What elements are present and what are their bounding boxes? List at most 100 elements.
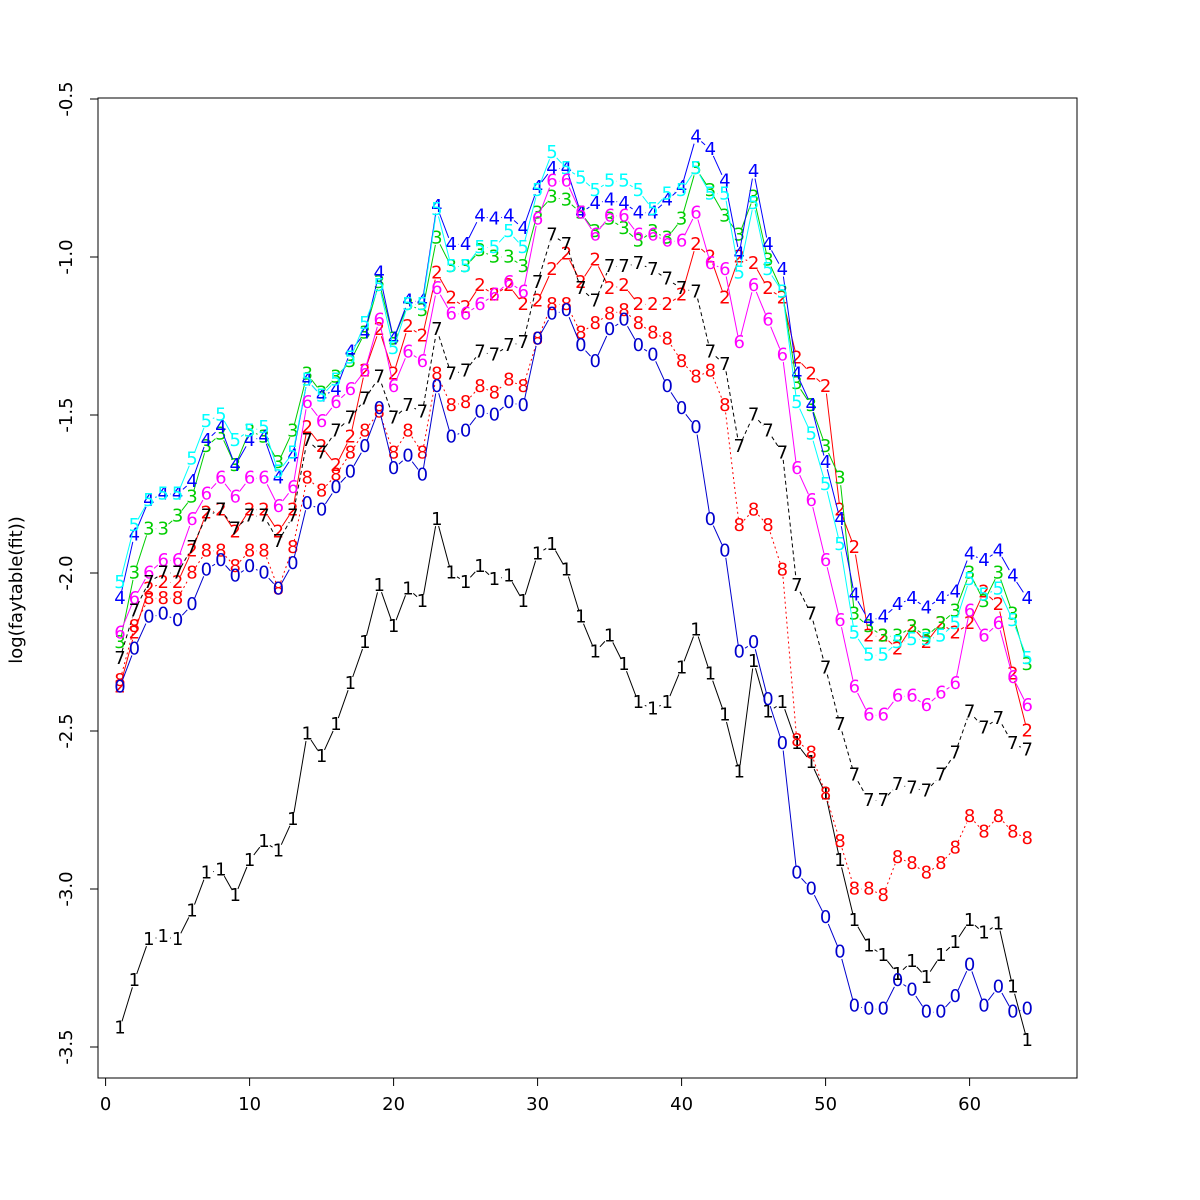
data-point: 2 (892, 638, 903, 659)
data-point: 5 (373, 275, 384, 296)
data-point: 6 (618, 205, 629, 226)
data-point: 2 (388, 363, 399, 384)
data-point: 7 (949, 743, 960, 764)
data-point: 2 (820, 376, 831, 397)
data-point: 0 (849, 995, 860, 1016)
data-point: 6 (489, 284, 500, 305)
data-point: 5 (805, 424, 816, 445)
data-point: 0 (604, 319, 615, 340)
data-point: 1 (157, 926, 168, 947)
data-point: 3 (906, 616, 917, 637)
data-point: 8 (805, 743, 816, 764)
x-tick-label: 60 (958, 1094, 981, 1115)
data-point: 1 (661, 692, 672, 713)
data-point: 7 (373, 367, 384, 388)
data-point: 2 (1007, 664, 1018, 685)
data-point: 6 (172, 550, 183, 571)
data-point: 0 (935, 1002, 946, 1023)
data-point: 8 (517, 376, 528, 397)
y-tick-label: -1.5 (56, 397, 77, 432)
data-point: 1 (359, 632, 370, 653)
data-point: 6 (431, 278, 442, 299)
data-point: 2 (877, 626, 888, 647)
data-point: 4 (417, 291, 428, 312)
data-point: 7 (172, 563, 183, 584)
data-point: 5 (157, 484, 168, 505)
data-point: 6 (719, 259, 730, 280)
data-point: 7 (215, 499, 226, 520)
data-point: 0 (215, 550, 226, 571)
series-line-2 (121, 248, 1026, 725)
data-point: 2 (921, 632, 932, 653)
data-point: 5 (445, 256, 456, 277)
data-point: 8 (359, 420, 370, 441)
data-point: 2 (273, 521, 284, 542)
data-point: 7 (820, 657, 831, 678)
data-point: 7 (503, 335, 514, 356)
data-point: 3 (820, 436, 831, 457)
data-point: 4 (892, 594, 903, 615)
data-point: 7 (445, 363, 456, 384)
data-point: 2 (719, 288, 730, 309)
data-point: 3 (287, 420, 298, 441)
data-point: 5 (633, 180, 644, 201)
data-point: 3 (719, 205, 730, 226)
data-point: 5 (978, 585, 989, 606)
data-point: 2 (201, 503, 212, 524)
data-point: 8 (258, 540, 269, 561)
data-point: 3 (186, 487, 197, 508)
data-point: 2 (172, 572, 183, 593)
x-tick-label: 0 (100, 1094, 111, 1115)
data-point: 1 (201, 863, 212, 884)
data-point: 8 (863, 879, 874, 900)
data-point: 0 (157, 604, 168, 625)
data-point: 2 (417, 326, 428, 347)
data-point: 6 (676, 231, 687, 252)
data-point: 5 (273, 461, 284, 482)
data-point: 8 (330, 465, 341, 486)
data-point: 7 (762, 420, 773, 441)
data-point: 8 (993, 806, 1004, 827)
data-point: 3 (892, 626, 903, 647)
data-point: 5 (964, 569, 975, 590)
data-point: 3 (877, 626, 888, 647)
data-point: 5 (229, 430, 240, 451)
data-point: 3 (604, 209, 615, 230)
data-point: 0 (330, 477, 341, 498)
data-point: 3 (1021, 654, 1032, 675)
data-point: 6 (877, 705, 888, 726)
data-point: 6 (273, 496, 284, 517)
data-point: 5 (143, 490, 154, 511)
data-point: 2 (431, 262, 442, 283)
data-point: 0 (964, 954, 975, 975)
data-point: 2 (287, 499, 298, 520)
data-point: 6 (114, 623, 125, 644)
data-point: 7 (129, 600, 140, 621)
data-point: 6 (474, 294, 485, 315)
data-point: 4 (157, 484, 168, 505)
data-point: 5 (575, 168, 586, 189)
data-point: 7 (114, 648, 125, 669)
data-point: 1 (805, 752, 816, 773)
data-point: 1 (892, 964, 903, 985)
data-point: 5 (532, 180, 543, 201)
data-point: 3 (834, 468, 845, 489)
data-point: 4 (964, 544, 975, 565)
data-point: 1 (114, 1018, 125, 1039)
data-point: 4 (345, 341, 356, 362)
data-point: 2 (546, 259, 557, 280)
data-point: 5 (417, 294, 428, 315)
data-point: 6 (229, 487, 240, 508)
data-point: 0 (244, 556, 255, 577)
data-point: 1 (690, 619, 701, 640)
data-point: 1 (604, 626, 615, 647)
data-point: 5 (301, 370, 312, 391)
data-point: 5 (733, 262, 744, 283)
data-point: 0 (546, 303, 557, 324)
data-point: 8 (229, 556, 240, 577)
data-point: 0 (503, 392, 514, 413)
data-point: 3 (978, 591, 989, 612)
data-point: 0 (287, 553, 298, 574)
data-point: 6 (589, 224, 600, 245)
